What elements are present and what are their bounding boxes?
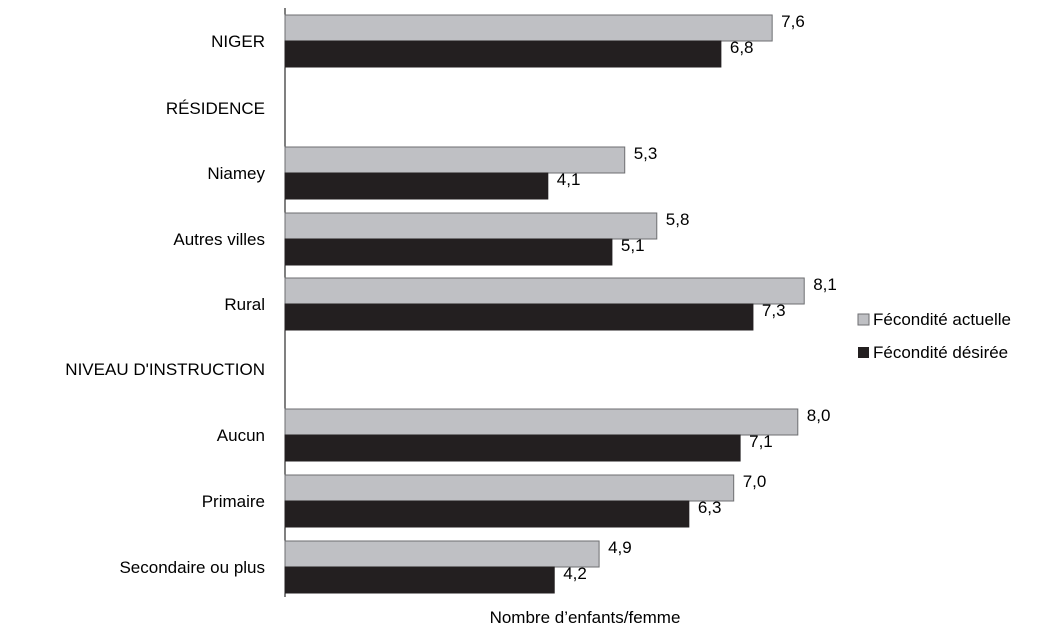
value-label-desiree-aucun: 7,1 (749, 432, 773, 451)
value-label-actuelle-autres-villes: 5,8 (666, 210, 690, 229)
bar-desiree-niamey (284, 172, 549, 200)
value-label-actuelle-secondaire-ou-plus: 4,9 (608, 538, 632, 557)
value-label-desiree-rural: 7,3 (762, 301, 786, 320)
value-label-desiree-autres-villes: 5,1 (621, 236, 645, 255)
value-label-actuelle-aucun: 8,0 (807, 406, 831, 425)
bars-group: 7,6 6,8 5,3 4,1 5,8 5,1 8,1 7,3 8,0 7,1 7,0 6,3 4,9 4… (284, 12, 837, 594)
bar-desiree-secondaire-ou-plus (284, 566, 555, 594)
bar-actuelle-rural (284, 277, 805, 305)
value-label-desiree-niger: 6,8 (730, 38, 754, 57)
legend-label-desiree: Fécondité désirée (873, 343, 1008, 362)
bar-desiree-niger (284, 40, 722, 68)
category-label-secondaire-ou-plus: Secondaire ou plus (119, 558, 265, 577)
bar-desiree-autres-villes (284, 238, 613, 266)
bar-actuelle-secondaire-ou-plus (284, 540, 600, 568)
value-label-desiree-primaire: 6,3 (698, 498, 722, 517)
category-label-aucun: Aucun (217, 426, 265, 445)
bar-desiree-primaire (284, 500, 690, 528)
legend-swatch-desiree (858, 347, 869, 358)
bar-actuelle-autres-villes (284, 212, 658, 240)
legend: Fécondité actuelle Fécondité désirée (857, 310, 1011, 362)
value-label-actuelle-niger: 7,6 (781, 12, 805, 31)
category-label-residence: RÉSIDENCE (166, 99, 265, 118)
category-label-primaire: Primaire (202, 492, 265, 511)
category-label-niamey: Niamey (207, 164, 265, 183)
bar-actuelle-niger (284, 14, 773, 42)
value-label-actuelle-rural: 8,1 (813, 275, 837, 294)
legend-swatch-actuelle (857, 313, 870, 326)
bar-actuelle-primaire (284, 474, 735, 502)
category-label-autres-villes: Autres villes (173, 230, 265, 249)
category-label-niger: NIGER (211, 32, 265, 51)
value-label-actuelle-niamey: 5,3 (634, 144, 658, 163)
bar-desiree-rural (284, 303, 754, 331)
x-axis-label: Nombre d’enfants/femme (490, 608, 681, 627)
legend-label-actuelle: Fécondité actuelle (873, 310, 1011, 329)
category-label-rural: Rural (224, 295, 265, 314)
bar-actuelle-aucun (284, 408, 799, 436)
category-label-niveau-d-instruction: NIVEAU D'INSTRUCTION (65, 360, 265, 379)
value-label-actuelle-primaire: 7,0 (743, 472, 767, 491)
value-label-desiree-secondaire-ou-plus: 4,2 (563, 564, 587, 583)
bar-desiree-aucun (284, 434, 741, 462)
category-labels: NIGER RÉSIDENCE Niamey Autres villes Rural NI… (65, 32, 265, 577)
value-label-desiree-niamey: 4,1 (557, 170, 581, 189)
